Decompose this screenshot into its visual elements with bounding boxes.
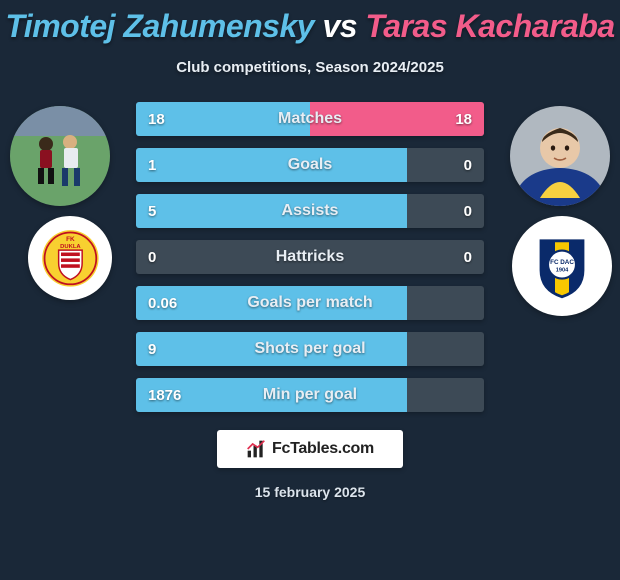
- player1-club-badge: FK DUKLA: [28, 216, 112, 300]
- stat-row: 00Hattricks: [136, 240, 484, 274]
- svg-text:FC DAC: FC DAC: [550, 259, 574, 266]
- player1-avatar: [10, 106, 110, 206]
- svg-text:1904: 1904: [556, 268, 569, 274]
- footer-date: 15 february 2025: [0, 484, 620, 500]
- svg-text:FK: FK: [66, 235, 75, 242]
- stat-label: Goals per match: [136, 286, 484, 320]
- stat-label: Assists: [136, 194, 484, 228]
- fctables-logo: FcTables.com: [217, 430, 403, 468]
- stat-row: 9Shots per goal: [136, 332, 484, 366]
- chart-icon: [246, 439, 266, 459]
- stat-label: Matches: [136, 102, 484, 136]
- comparison-title: Timotej Zahumensky vs Taras Kacharaba: [0, 0, 620, 45]
- title-player1: Timotej Zahumensky: [5, 8, 314, 44]
- svg-text:DUKLA: DUKLA: [60, 243, 81, 249]
- stat-label: Hattricks: [136, 240, 484, 274]
- player2-club-badge: FC DAC 1904: [512, 216, 612, 316]
- stat-row: 0.06Goals per match: [136, 286, 484, 320]
- stat-row: 1876Min per goal: [136, 378, 484, 412]
- stats-list: 1818Matches 10Goals 50Assists 00Hattricks 0.…: [136, 102, 484, 412]
- stat-label: Min per goal: [136, 378, 484, 412]
- stat-row: 50Assists: [136, 194, 484, 228]
- stat-label: Shots per goal: [136, 332, 484, 366]
- stat-row: 1818Matches: [136, 102, 484, 136]
- title-player2: Taras Kacharaba: [365, 8, 614, 44]
- stat-row: 10Goals: [136, 148, 484, 182]
- title-vs: vs: [322, 8, 357, 44]
- stat-label: Goals: [136, 148, 484, 182]
- fctables-text: FcTables.com: [272, 440, 374, 458]
- comparison-subtitle: Club competitions, Season 2024/2025: [0, 59, 620, 76]
- player2-avatar: [510, 106, 610, 206]
